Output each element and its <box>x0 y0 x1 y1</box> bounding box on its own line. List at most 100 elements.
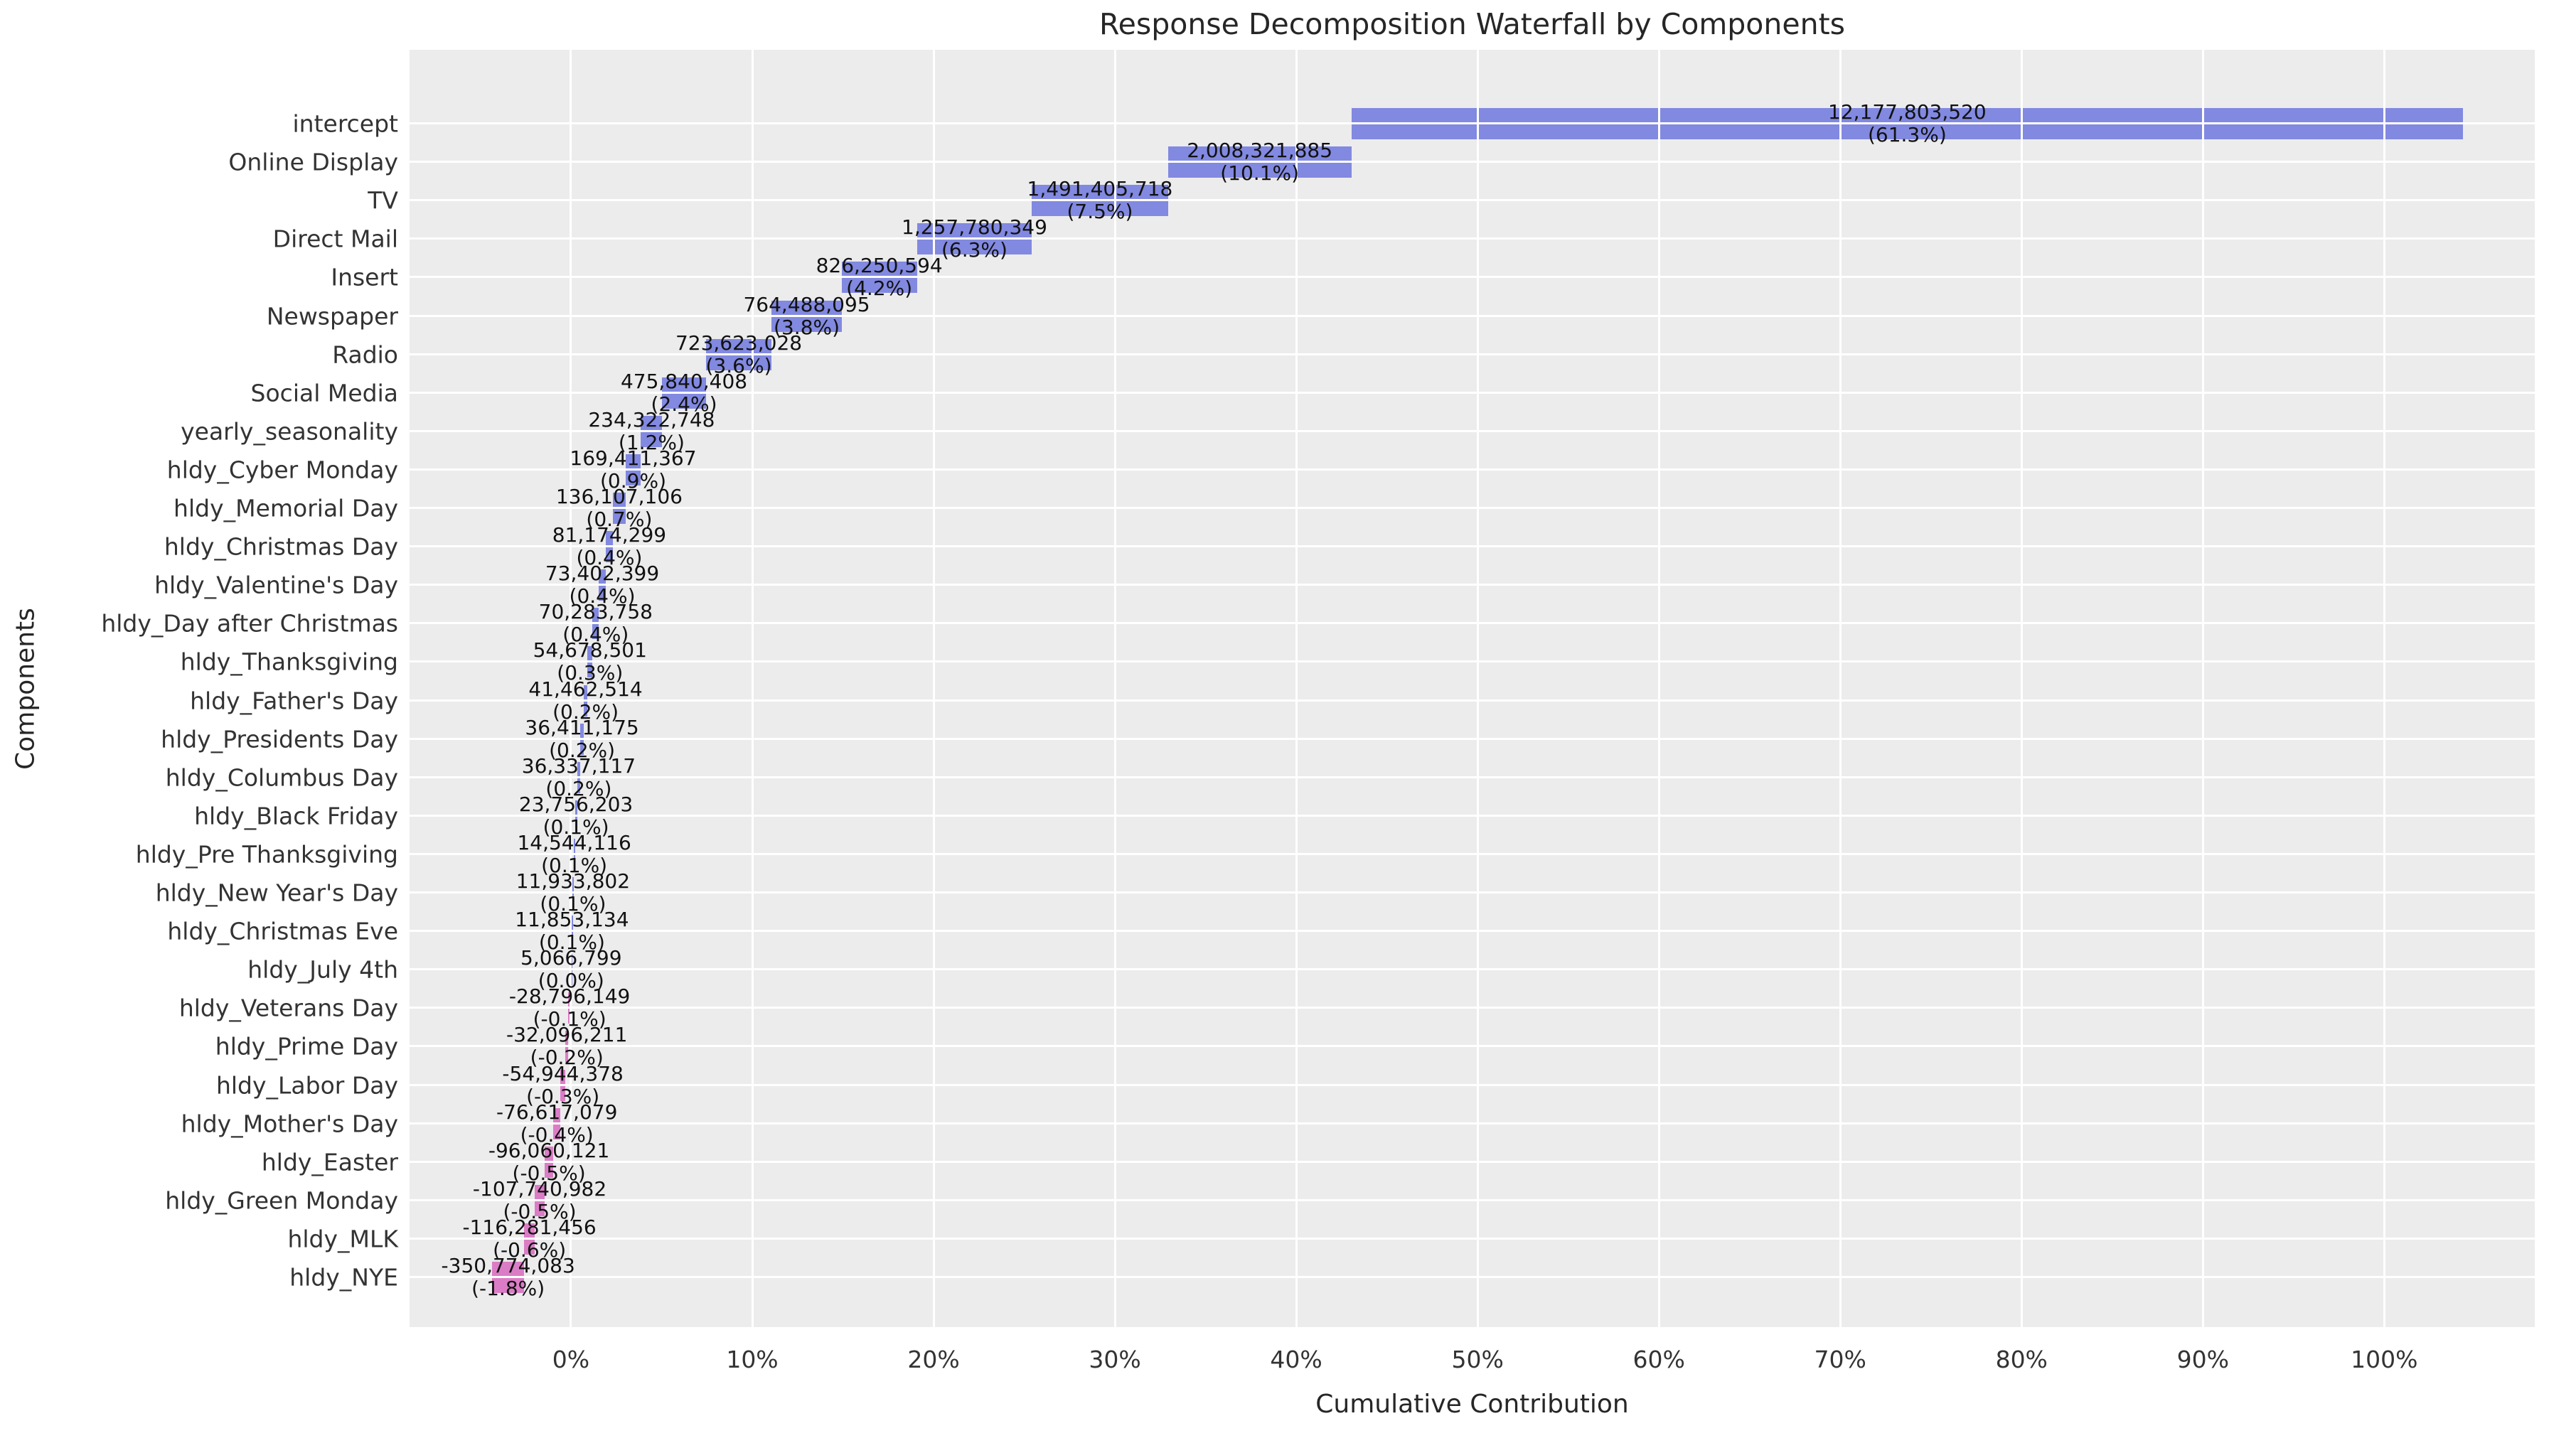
bar-value-label: -116,281,456 <box>462 1215 597 1239</box>
bar-label: 723,623,028 (3.6%) <box>675 331 803 377</box>
bar-value-label: 2,008,321,885 <box>1187 139 1333 163</box>
bar-value-label: -350,774,083 <box>441 1254 575 1277</box>
bar-pct-label: (1.2%) <box>618 430 685 454</box>
bar-value-label: 12,177,803,520 <box>1828 100 1987 124</box>
bar-value-label: 11,853,134 <box>515 908 629 932</box>
bar-pct-label: (4.2%) <box>846 277 913 301</box>
h-gridline <box>410 1198 2535 1201</box>
y-tick-label: hldy_New Year's Day <box>155 879 398 907</box>
bar-value-label: 764,488,095 <box>743 292 870 316</box>
y-tick-label: yearly_seasonality <box>181 417 398 446</box>
h-gridline <box>410 161 2535 163</box>
bar-value-label: -28,796,149 <box>508 984 631 1009</box>
bar-label: 36,337,117 (0.2%) <box>521 753 636 800</box>
bar-label: 14,544,116 (0.1%) <box>517 830 631 877</box>
bar-label: 475,840,408 (2.4%) <box>621 370 747 416</box>
bar-pct-label: (7.5%) <box>1067 200 1133 224</box>
x-tick-label: 0% <box>552 1346 590 1373</box>
y-tick-label: hldy_NYE <box>289 1263 398 1292</box>
bar-value-label: 5,066,799 <box>520 946 622 970</box>
bar-pct-label: (-0.5%) <box>503 1199 577 1223</box>
bar-value-label: 14,544,116 <box>517 830 631 854</box>
h-gridline <box>410 1007 2535 1009</box>
bar-value-label: 70,283,758 <box>538 600 653 624</box>
h-gridline <box>410 468 2535 471</box>
bar-label: -96,060,121 (-0.5%) <box>488 1139 609 1185</box>
h-gridline <box>410 660 2535 663</box>
v-gridline <box>1113 50 1116 1327</box>
bar-pct-label: (0.1%) <box>543 815 609 839</box>
y-tick-label: hldy_Black Friday <box>194 802 398 830</box>
bar-label: 70,283,758 (0.4%) <box>539 601 653 646</box>
y-tick-label: TV <box>368 186 398 215</box>
bar-value-label: 36,411,175 <box>525 715 639 739</box>
bar-pct-label: (0.1%) <box>540 892 606 916</box>
bar-value-label: 1,491,405,718 <box>1027 177 1173 201</box>
bar-label: 1,491,405,718 (7.5%) <box>1027 178 1173 223</box>
bar-value-label: 36,337,117 <box>521 753 636 778</box>
h-gridline <box>410 814 2535 817</box>
y-tick-label: hldy_Prime Day <box>215 1032 398 1061</box>
bar-value-label: 723,623,028 <box>675 331 803 355</box>
bar-pct-label: (0.4%) <box>576 546 643 570</box>
x-tick-label: 60% <box>1632 1346 1685 1373</box>
bar-label: 1,257,780,349 (6.3%) <box>902 216 1047 262</box>
y-tick-label: hldy_Day after Christmas <box>101 609 398 638</box>
bar-pct-label: (2.4%) <box>651 392 717 416</box>
bar-value-label: 475,840,408 <box>620 369 748 393</box>
y-tick-label: hldy_Easter <box>261 1148 398 1176</box>
h-gridline <box>410 1237 2535 1240</box>
h-gridline <box>410 507 2535 509</box>
bar-label: 136,107,106 (0.7%) <box>556 485 683 531</box>
v-gridline <box>1295 50 1298 1327</box>
v-gridline <box>2020 50 2023 1327</box>
bar-value-label: -107,740,982 <box>472 1176 607 1201</box>
bar-label: 234,322,748 (1.2%) <box>588 408 715 454</box>
y-tick-label: Social Media <box>250 379 398 407</box>
y-tick-label: hldy_Presidents Day <box>161 725 398 753</box>
bar-pct-label: (0.2%) <box>552 699 619 724</box>
h-gridline <box>410 622 2535 625</box>
bar-label: 12,177,803,520 (61.3%) <box>1828 101 1987 146</box>
y-tick-label: hldy_Pre Thanksgiving <box>135 840 398 869</box>
bar-value-label: -96,060,121 <box>488 1138 610 1162</box>
y-tick-label: hldy_Thanksgiving <box>180 648 398 676</box>
y-tick-label: intercept <box>292 109 399 138</box>
h-gridline <box>410 237 2535 240</box>
y-tick-label: Direct Mail <box>272 225 398 253</box>
bar-label: 23,756,203 (0.1%) <box>519 793 633 839</box>
bar-value-label: 23,756,203 <box>518 792 634 816</box>
bar-label: 5,066,799 (0.0%) <box>520 947 622 992</box>
bar-label: -350,774,083 (-1.8%) <box>442 1255 575 1300</box>
bar-pct-label: (-0.6%) <box>493 1238 567 1262</box>
bar-value-label: 41,462,514 <box>528 677 643 701</box>
bar-label: 11,853,134 (0.1%) <box>515 908 629 954</box>
v-gridline <box>1476 50 1479 1327</box>
bar-value-label: -76,617,079 <box>496 1100 618 1124</box>
bar-label: -54,944,378 (-0.3%) <box>502 1062 623 1108</box>
v-gridline <box>1657 50 1660 1327</box>
bar-pct-label: (3.8%) <box>774 315 840 339</box>
x-tick-label: 20% <box>907 1346 960 1373</box>
y-tick-label: hldy_Green Monday <box>165 1186 398 1215</box>
v-gridline <box>2383 50 2385 1327</box>
bar-pct-label: (0.3%) <box>557 661 624 685</box>
y-tick-label: hldy_MLK <box>287 1225 398 1253</box>
bar-label: 73,402,399 (0.4%) <box>545 562 659 608</box>
y-tick-label: hldy_Labor Day <box>215 1071 398 1099</box>
bar-value-label: -32,096,211 <box>506 1023 628 1047</box>
bar-label: 764,488,095 (3.8%) <box>743 292 870 339</box>
h-gridline <box>410 852 2535 855</box>
bar-pct-label: (-0.3%) <box>526 1084 600 1108</box>
h-gridline <box>410 968 2535 971</box>
h-gridline <box>410 122 2535 124</box>
bar-label: 54,678,501 (0.3%) <box>533 639 647 685</box>
y-tick-label: hldy_Father's Day <box>190 687 398 714</box>
bar-label: -32,096,211 (-0.2%) <box>506 1024 627 1069</box>
bar-pct-label: (0.2%) <box>549 738 616 762</box>
h-gridline <box>410 584 2535 586</box>
y-tick-label: Newspaper <box>266 302 398 330</box>
x-tick-label: 80% <box>1995 1346 2048 1373</box>
h-gridline <box>410 199 2535 202</box>
h-gridline <box>410 429 2535 432</box>
